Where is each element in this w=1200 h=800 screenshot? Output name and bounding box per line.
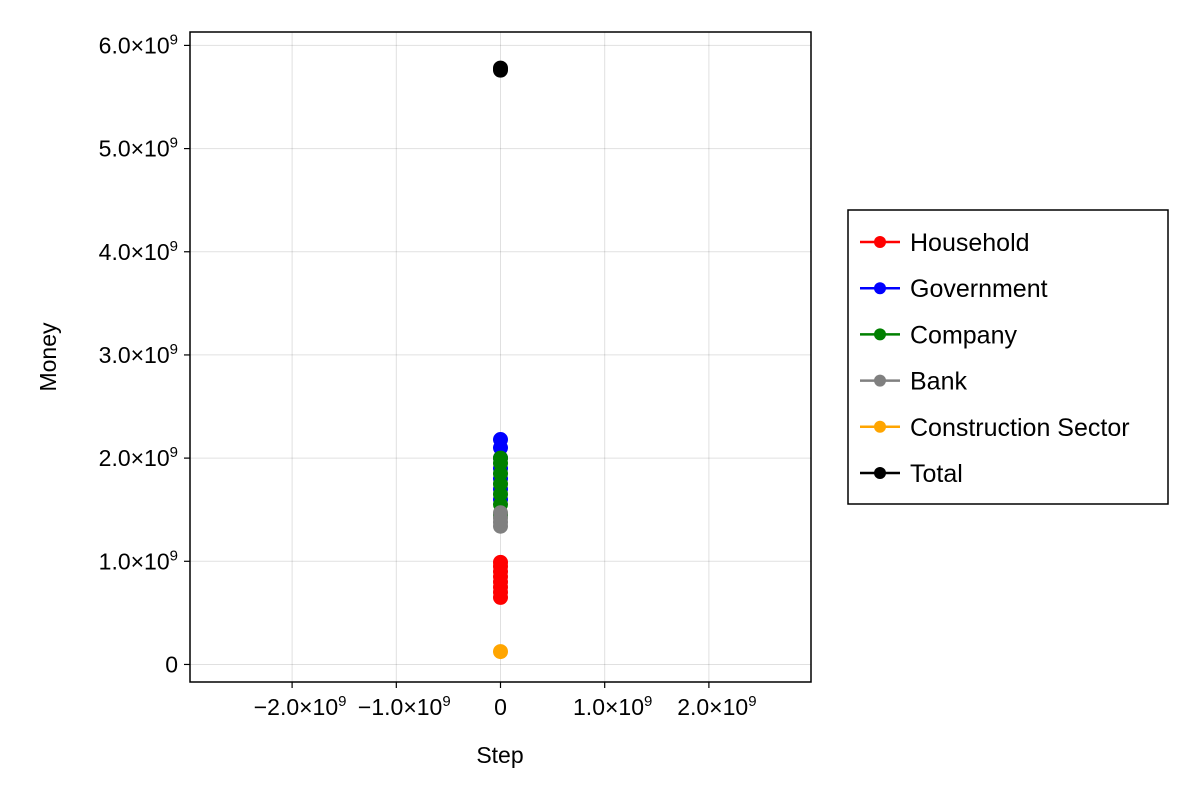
legend-label: Bank [910, 368, 967, 396]
bank-series [493, 505, 508, 534]
y-tick-label: 0 [165, 651, 178, 677]
x-tick-label: −2.0×109 [254, 693, 347, 720]
government-point [493, 432, 508, 448]
legend-label: Company [910, 321, 1017, 349]
x-tick-label: 2.0×109 [677, 693, 756, 720]
legend: Household Government Company Bank Constructi… [847, 209, 1169, 505]
total-point [493, 60, 508, 76]
y-tick-label: 5.0×109 [99, 135, 178, 162]
x-tick-label: −1.0×109 [358, 693, 451, 720]
legend-swatch-marker [874, 282, 886, 295]
x-tick-label: 0 [494, 694, 507, 720]
y-tick-label: 3.0×109 [99, 341, 178, 368]
legend-label: Construction Sector [910, 414, 1130, 442]
legend-item-total: Total [860, 460, 963, 488]
legend-label: Government [910, 275, 1048, 303]
y-tick-label: 1.0×109 [99, 547, 178, 574]
legend-item-government: Government [860, 275, 1048, 303]
legend-label: Household [910, 229, 1030, 257]
y-axis-label: Money [35, 322, 61, 392]
legend-swatch-marker [874, 420, 886, 433]
total-series [493, 60, 508, 78]
legend-item-household: Household [860, 229, 1030, 257]
y-axis-ticks: 0 1.0×109 2.0×109 3.0×109 4.0×109 5.0×109 6.0×… [99, 31, 190, 677]
legend-box [847, 209, 1169, 505]
legend-item-company: Company [860, 321, 1017, 349]
company-point [493, 466, 508, 482]
legend-swatch-marker [874, 374, 886, 387]
construction-sector-series [493, 644, 508, 660]
x-axis-ticks: −2.0×109 −1.0×109 0 1.0×109 2.0×109 [254, 682, 757, 720]
x-axis-label: Step [476, 742, 523, 768]
x-tick-label: 1.0×109 [573, 693, 652, 720]
legend-item-bank: Bank [860, 368, 967, 396]
y-tick-label: 6.0×109 [99, 31, 178, 58]
y-tick-label: 4.0×109 [99, 238, 178, 265]
household-series [493, 554, 508, 605]
household-point [493, 554, 508, 570]
construction-sector-point [493, 644, 508, 660]
legend-item-construction-sector: Construction Sector [860, 414, 1130, 442]
bank-point [493, 505, 508, 521]
legend-swatch-marker [874, 467, 886, 479]
legend-swatch-marker [874, 236, 886, 248]
company-point [493, 476, 508, 492]
company-point [493, 486, 508, 502]
y-tick-label: 2.0×109 [99, 444, 178, 471]
legend-label: Total [910, 460, 963, 488]
company-point [493, 450, 508, 466]
legend-swatch-marker [874, 328, 886, 341]
data-points [493, 60, 508, 660]
grid-lines [190, 32, 811, 682]
